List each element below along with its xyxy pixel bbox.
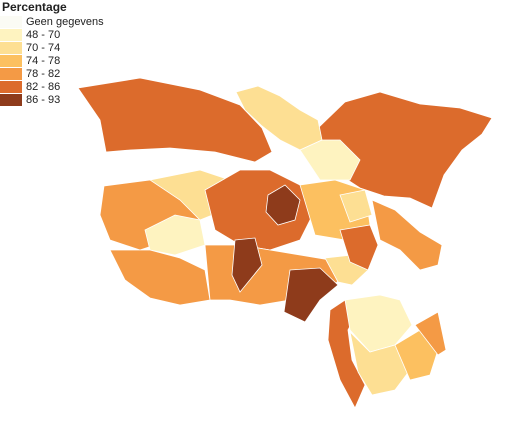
legend-label: 70 - 74: [26, 42, 60, 54]
choropleth-map: [77, 77, 493, 409]
legend-label: 48 - 70: [26, 29, 60, 41]
district: [317, 91, 493, 209]
district: [77, 77, 273, 163]
district: [231, 237, 263, 293]
district: [204, 169, 316, 251]
legend-swatch: [0, 68, 22, 80]
legend-swatch: [0, 81, 22, 93]
legend-swatch: [0, 55, 22, 67]
legend-title: Percentage: [2, 0, 67, 14]
district: [299, 139, 361, 181]
legend-label: 74 - 78: [26, 55, 60, 67]
district: [371, 199, 443, 271]
district: [339, 189, 373, 223]
district: [349, 330, 411, 396]
legend-swatch: [0, 42, 22, 54]
district: [344, 294, 413, 353]
legend-swatch: [0, 29, 22, 41]
legend-label: 78 - 82: [26, 68, 60, 80]
legend-swatch: [0, 16, 22, 28]
district: [265, 184, 301, 226]
district: [394, 329, 439, 381]
district: [339, 224, 379, 271]
district: [414, 311, 447, 356]
legend-label: Geen gegevens: [26, 16, 104, 28]
legend-swatch: [0, 94, 22, 106]
district: [109, 249, 211, 306]
legend-label: 86 - 93: [26, 94, 60, 106]
district: [283, 267, 339, 323]
legend-label: 82 - 86: [26, 81, 60, 93]
